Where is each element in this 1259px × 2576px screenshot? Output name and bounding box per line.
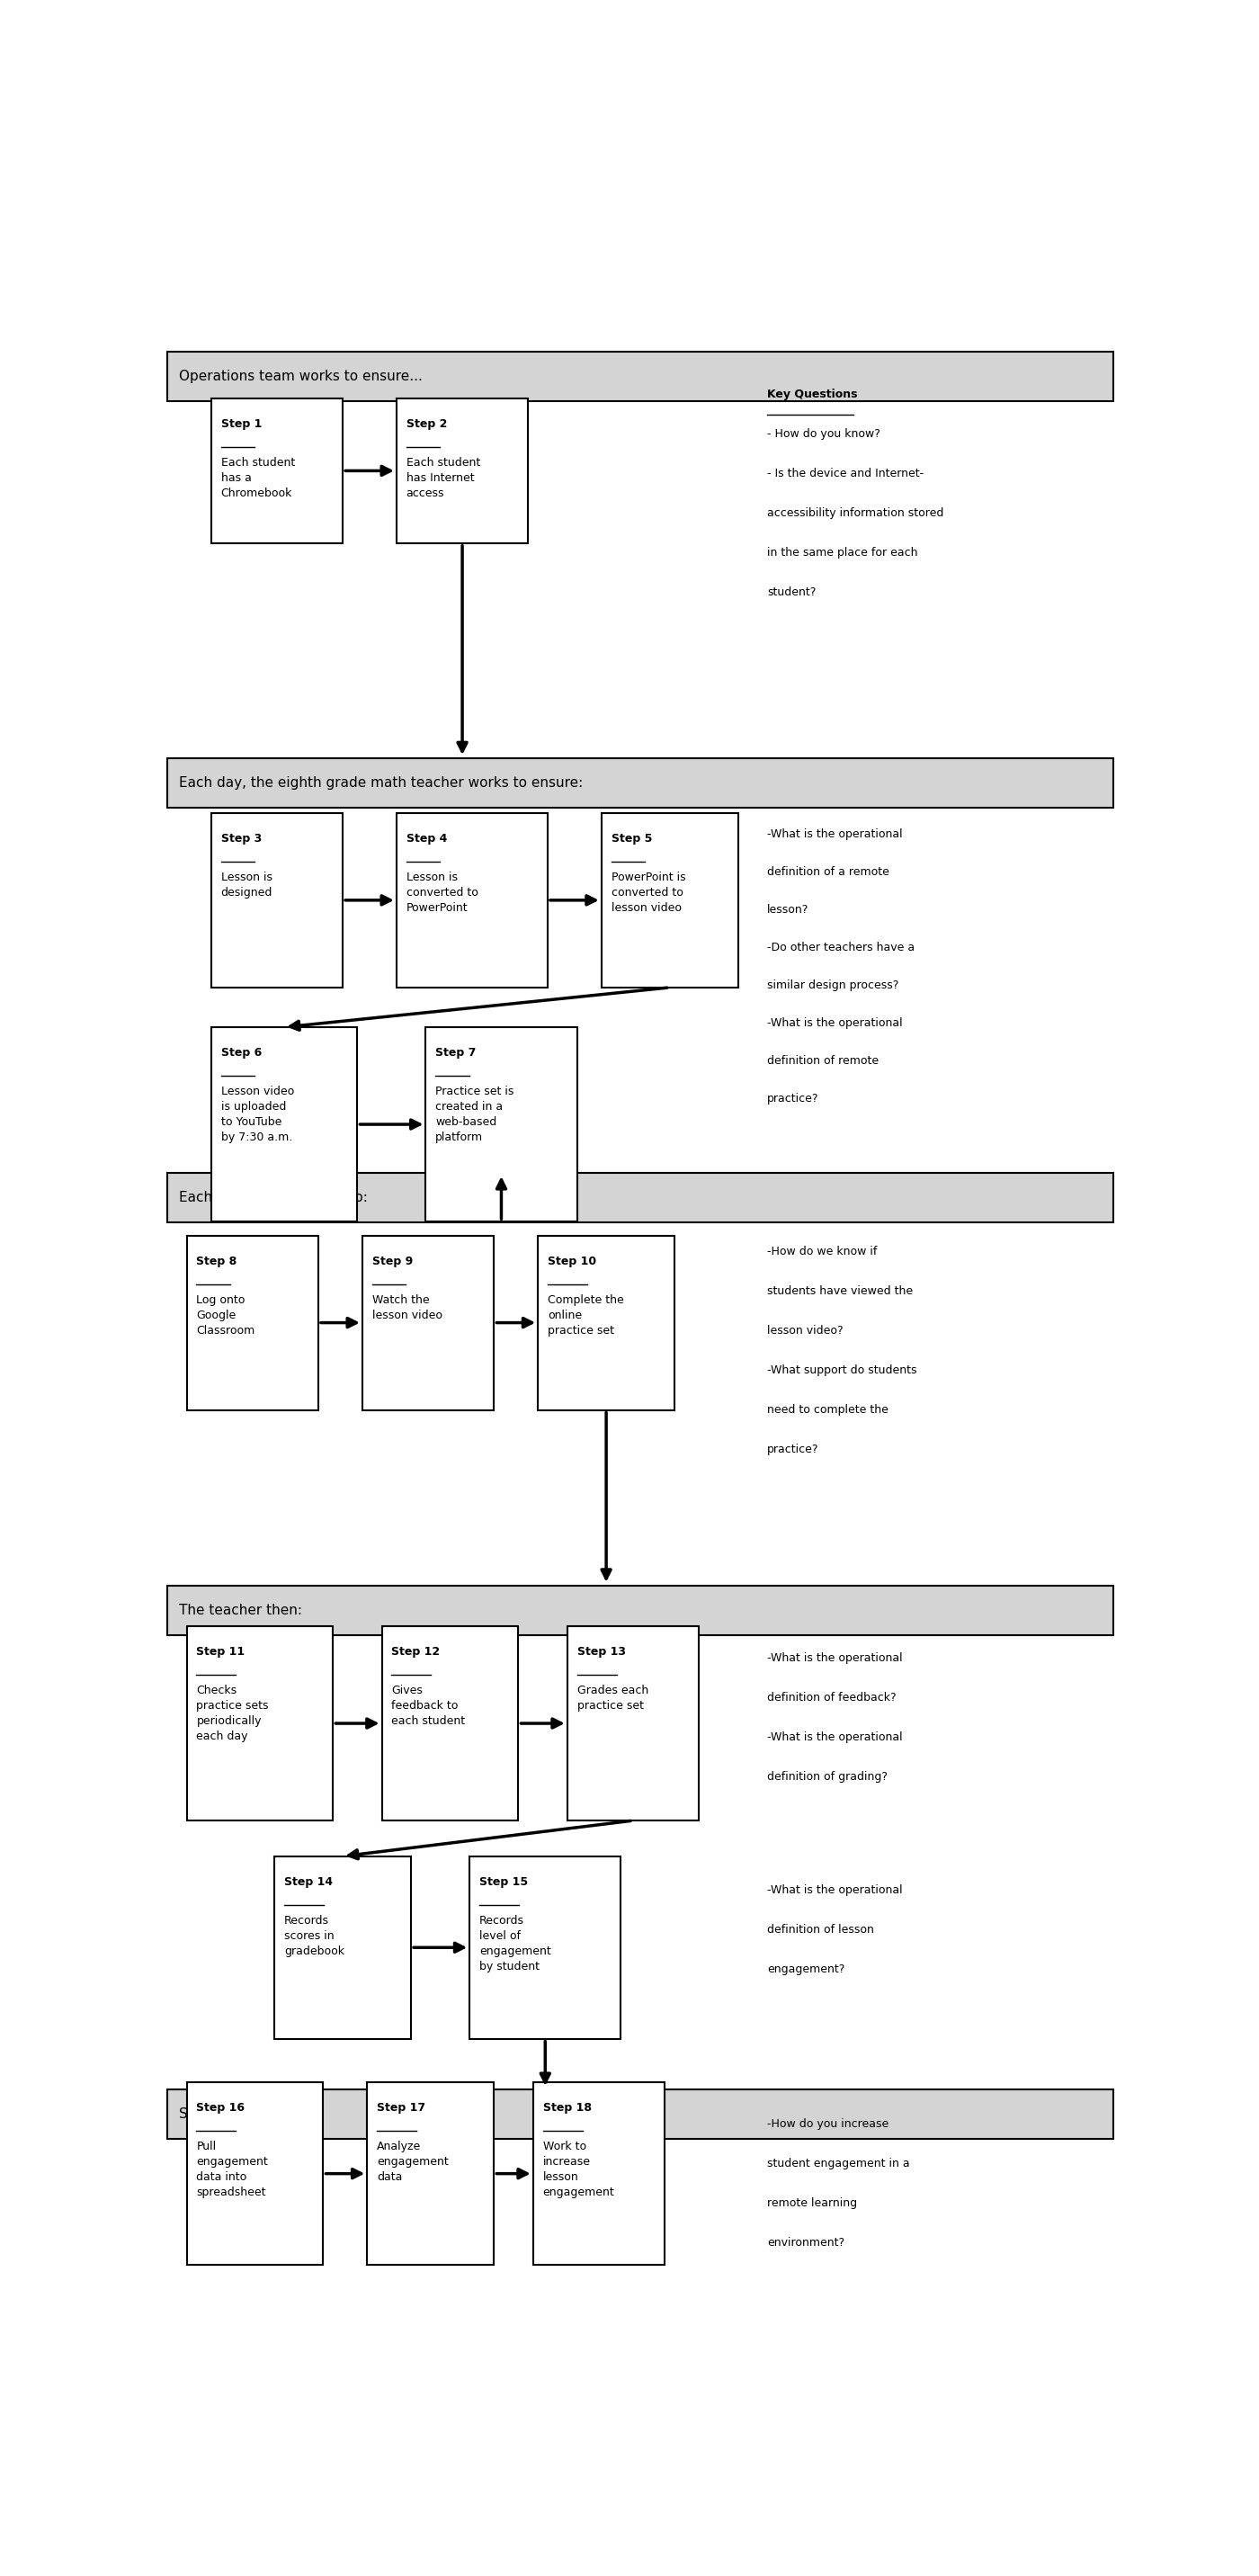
Bar: [533, 2081, 665, 2264]
Text: The teacher then:: The teacher then:: [179, 1605, 302, 1618]
Text: Pull
engagement
data into
spreadsheet: Pull engagement data into spreadsheet: [196, 2141, 268, 2197]
Bar: [167, 757, 1113, 809]
Text: -What is the operational: -What is the operational: [767, 1883, 903, 1896]
Bar: [470, 1857, 621, 2038]
Text: Checks
practice sets
periodically
each day: Checks practice sets periodically each d…: [196, 1685, 269, 1741]
Text: Complete the
online
practice set: Complete the online practice set: [548, 1293, 624, 1337]
Bar: [538, 1236, 675, 1409]
Text: Lesson is
designed: Lesson is designed: [220, 871, 272, 899]
Text: Lesson is
converted to
PowerPoint: Lesson is converted to PowerPoint: [407, 871, 478, 914]
Text: Step 1: Step 1: [220, 417, 262, 430]
Text: Step 10: Step 10: [548, 1255, 597, 1267]
Bar: [381, 1625, 519, 1821]
Text: accessibility information stored: accessibility information stored: [767, 507, 944, 520]
Text: Each student
has Internet
access: Each student has Internet access: [407, 456, 480, 500]
Bar: [363, 1236, 494, 1409]
Bar: [186, 1625, 332, 1821]
Text: School leaders then:: School leaders then:: [179, 2107, 320, 2120]
Text: practice?: practice?: [767, 1092, 818, 1105]
Bar: [212, 399, 342, 544]
Bar: [186, 2081, 324, 2264]
Bar: [397, 399, 529, 544]
Text: environment?: environment?: [767, 2236, 845, 2249]
Text: -What is the operational: -What is the operational: [767, 829, 903, 840]
Text: Step 6: Step 6: [220, 1046, 262, 1059]
Text: Step 18: Step 18: [543, 2102, 592, 2115]
Text: Step 14: Step 14: [285, 1875, 332, 1888]
Bar: [426, 1028, 577, 1221]
Text: Step 9: Step 9: [373, 1255, 413, 1267]
Bar: [368, 2081, 494, 2264]
Text: Work to
increase
lesson
engagement: Work to increase lesson engagement: [543, 2141, 614, 2197]
Text: in the same place for each: in the same place for each: [767, 546, 918, 559]
Text: Step 2: Step 2: [407, 417, 447, 430]
Text: remote learning: remote learning: [767, 2197, 857, 2210]
Text: definition of lesson: definition of lesson: [767, 1924, 874, 1935]
Text: lesson?: lesson?: [767, 904, 808, 917]
Text: -What is the operational: -What is the operational: [767, 1731, 903, 1744]
Text: lesson video?: lesson video?: [767, 1324, 844, 1337]
Text: definition of grading?: definition of grading?: [767, 1770, 888, 1783]
Text: -How do you increase: -How do you increase: [767, 2117, 889, 2130]
Text: - How do you know?: - How do you know?: [767, 428, 880, 440]
Text: students have viewed the: students have viewed the: [767, 1285, 913, 1296]
Text: -What support do students: -What support do students: [767, 1365, 917, 1376]
Text: - Is the device and Internet-: - Is the device and Internet-: [767, 469, 924, 479]
Text: practice?: practice?: [767, 1443, 818, 1455]
Text: Records
scores in
gradebook: Records scores in gradebook: [285, 1914, 345, 1958]
Text: Step 7: Step 7: [436, 1046, 476, 1059]
Bar: [602, 814, 738, 987]
Text: Practice set is
created in a
web-based
platform: Practice set is created in a web-based p…: [436, 1084, 514, 1144]
Text: similar design process?: similar design process?: [767, 979, 899, 992]
Text: definition of a remote: definition of a remote: [767, 866, 889, 878]
Text: Step 4: Step 4: [407, 832, 447, 845]
Text: definition of remote: definition of remote: [767, 1056, 879, 1066]
Text: Step 16: Step 16: [196, 2102, 246, 2115]
Text: Step 5: Step 5: [611, 832, 652, 845]
Text: definition of feedback?: definition of feedback?: [767, 1692, 896, 1703]
Text: PowerPoint is
converted to
lesson video: PowerPoint is converted to lesson video: [611, 871, 685, 914]
Text: -Do other teachers have a: -Do other teachers have a: [767, 943, 915, 953]
Text: Watch the
lesson video: Watch the lesson video: [373, 1293, 442, 1321]
Text: Step 12: Step 12: [392, 1646, 441, 1659]
Bar: [212, 814, 342, 987]
Bar: [167, 1172, 1113, 1224]
Bar: [212, 1028, 358, 1221]
Text: Records
level of
engagement
by student: Records level of engagement by student: [480, 1914, 551, 1973]
Text: Each student
has a
Chromebook: Each student has a Chromebook: [220, 456, 295, 500]
Text: Key Questions: Key Questions: [767, 389, 857, 399]
Text: Step 3: Step 3: [220, 832, 262, 845]
Bar: [186, 1236, 319, 1409]
Text: Each day, a student has to:: Each day, a student has to:: [179, 1190, 368, 1206]
Text: -What is the operational: -What is the operational: [767, 1018, 903, 1028]
Text: student engagement in a: student engagement in a: [767, 2159, 910, 2169]
Text: Each day, the eighth grade math teacher works to ensure:: Each day, the eighth grade math teacher …: [179, 775, 583, 791]
Bar: [167, 1584, 1113, 1636]
Bar: [397, 814, 548, 987]
Text: Gives
feedback to
each student: Gives feedback to each student: [392, 1685, 466, 1726]
Text: Lesson video
is uploaded
to YouTube
by 7:30 a.m.: Lesson video is uploaded to YouTube by 7…: [220, 1084, 293, 1144]
Text: Step 8: Step 8: [196, 1255, 237, 1267]
Bar: [167, 2089, 1113, 2138]
Text: Analyze
engagement
data: Analyze engagement data: [376, 2141, 448, 2184]
Text: student?: student?: [767, 587, 816, 598]
Text: Grades each
practice set: Grades each practice set: [577, 1685, 648, 1710]
Text: -What is the operational: -What is the operational: [767, 1651, 903, 1664]
Text: Step 17: Step 17: [376, 2102, 426, 2115]
Text: Step 15: Step 15: [480, 1875, 528, 1888]
Text: Step 11: Step 11: [196, 1646, 246, 1659]
Bar: [167, 353, 1113, 402]
Text: Operations team works to ensure...: Operations team works to ensure...: [179, 371, 423, 384]
Text: Step 13: Step 13: [577, 1646, 626, 1659]
Text: -How do we know if: -How do we know if: [767, 1244, 878, 1257]
Text: Log onto
Google
Classroom: Log onto Google Classroom: [196, 1293, 256, 1337]
Text: need to complete the: need to complete the: [767, 1404, 889, 1417]
Text: engagement?: engagement?: [767, 1963, 845, 1976]
Bar: [567, 1625, 699, 1821]
Bar: [274, 1857, 410, 2038]
